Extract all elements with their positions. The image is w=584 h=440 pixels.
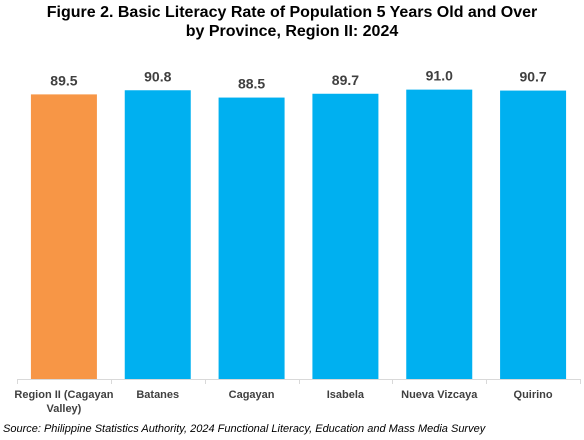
chart-title-line-1: Figure 2. Basic Literacy Rate of Populat… bbox=[46, 4, 538, 21]
category-label-1-line-2: Valley) bbox=[46, 403, 81, 415]
category-label-6-line-1: Quirino bbox=[514, 389, 553, 401]
category-label-4-line-1: Isabela bbox=[327, 389, 365, 401]
data-label-6: 90.7 bbox=[519, 69, 546, 85]
category-label-6: Quirino bbox=[514, 389, 553, 401]
chart-title-line-2: by Province, Region II: 2024 bbox=[185, 23, 399, 40]
category-label-1: Region II (Cagayan Valley) bbox=[14, 389, 113, 415]
category-label-2: Batanes bbox=[136, 389, 179, 401]
source-note: Source: Philippine Statistics Authority,… bbox=[3, 423, 486, 435]
data-label-5: 91.0 bbox=[426, 68, 453, 84]
bar-4 bbox=[312, 93, 379, 379]
category-label-2-line-1: Batanes bbox=[136, 389, 179, 401]
data-label-2: 90.8 bbox=[144, 68, 171, 84]
bar-6 bbox=[500, 90, 567, 379]
category-label-5-line-1: Nueva Vizcaya bbox=[401, 389, 478, 401]
chart-title: Figure 2. Basic Literacy Rate of Populat… bbox=[0, 3, 584, 41]
bar-3 bbox=[218, 97, 285, 379]
category-label-3-line-1: Cagayan bbox=[229, 389, 275, 401]
category-label-3: Cagayan bbox=[229, 389, 275, 401]
category-label-5: Nueva Vizcaya bbox=[401, 389, 478, 401]
category-label-1-line-1: Region II (Cagayan bbox=[14, 389, 113, 401]
bar-1 bbox=[30, 94, 97, 379]
bar-2 bbox=[124, 90, 191, 380]
data-label-4: 89.7 bbox=[332, 72, 359, 88]
data-label-3: 88.5 bbox=[238, 76, 265, 92]
data-label-1: 89.5 bbox=[50, 72, 77, 88]
bar-5 bbox=[406, 89, 473, 380]
category-label-4: Isabela bbox=[327, 389, 365, 401]
